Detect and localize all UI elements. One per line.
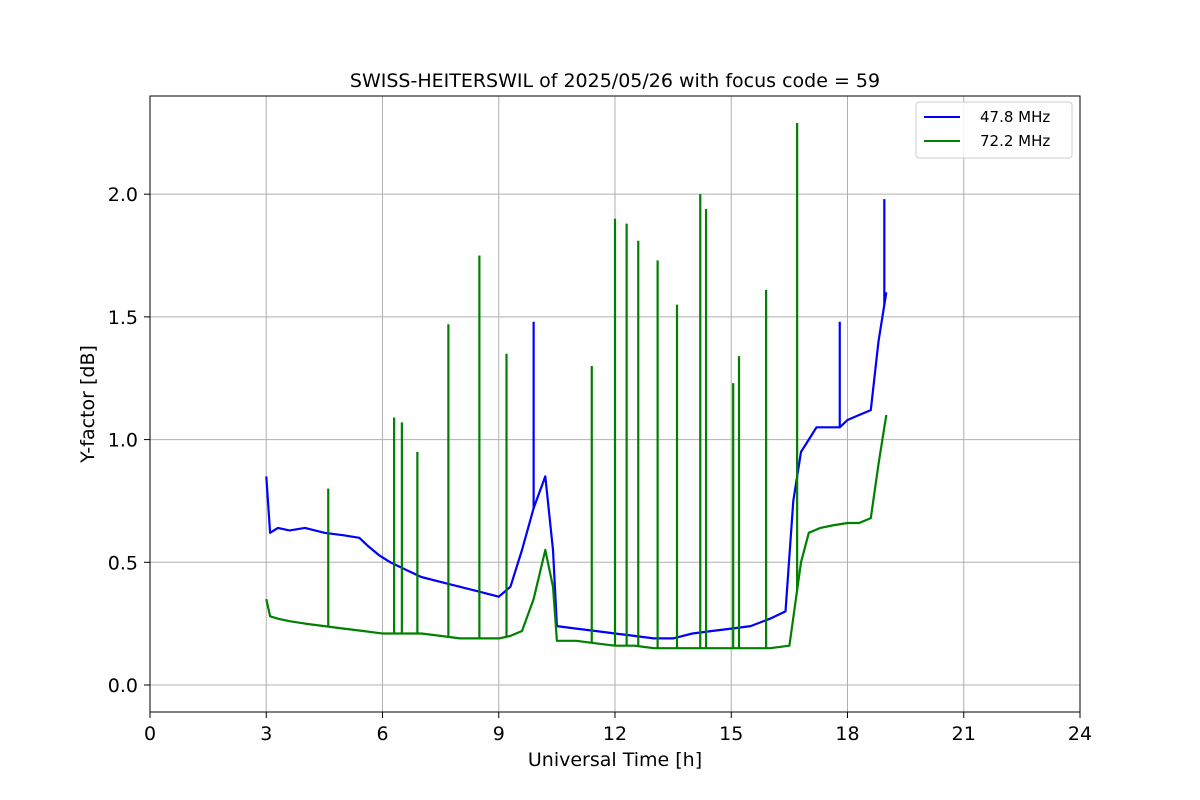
- legend: 47.8 MHz 72.2 MHz: [915, 101, 1073, 159]
- x-axis-label: Universal Time [h]: [528, 749, 702, 771]
- x-tick-label: 9: [493, 723, 505, 745]
- y-tick-label: 0.0: [108, 675, 138, 697]
- series-line-0: [265, 292, 888, 640]
- x-tick-label: 0: [144, 723, 156, 745]
- series-line-1: [265, 414, 888, 650]
- chart-title: SWISS-HEITERSWIL of 2025/05/26 with focu…: [350, 70, 880, 92]
- y-tick-label: 2.0: [108, 184, 138, 206]
- x-tick-label: 24: [1068, 723, 1092, 745]
- x-tick-label: 15: [719, 723, 743, 745]
- x-tick-label: 21: [952, 723, 976, 745]
- x-tick-label: 18: [835, 723, 859, 745]
- ticks: 0 3 6 9 12 15 18 21 24 0.0 0.5 1.0 1.5 2.0: [108, 184, 1092, 745]
- legend-entry-0: 47.8 MHz: [980, 108, 1050, 126]
- x-tick-label: 12: [603, 723, 627, 745]
- legend-entry-1: 72.2 MHz: [980, 132, 1050, 150]
- x-tick-label: 3: [260, 723, 272, 745]
- y-tick-label: 1.5: [108, 307, 138, 329]
- y-tick-label: 1.0: [108, 430, 138, 452]
- series-layer: [265, 122, 888, 650]
- y-axis-label: Y-factor [dB]: [77, 345, 99, 464]
- x-tick-label: 6: [376, 723, 388, 745]
- y-tick-label: 0.5: [108, 552, 138, 574]
